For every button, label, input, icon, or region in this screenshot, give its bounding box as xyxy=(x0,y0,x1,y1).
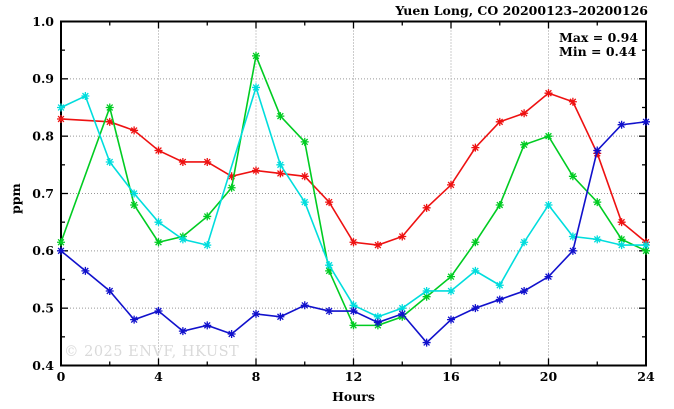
series-markers-cyan xyxy=(57,83,650,321)
y-tick-label: 0.6 xyxy=(32,243,54,258)
x-tick-label: 8 xyxy=(252,369,261,384)
x-axis-label: Hours xyxy=(332,389,375,404)
x-tick-label: 16 xyxy=(442,369,460,384)
min-annotation: Min = 0.44 xyxy=(559,44,637,59)
y-tick-label: 0.8 xyxy=(32,128,54,143)
x-tick-label: 4 xyxy=(154,369,163,384)
max-annotation: Max = 0.94 xyxy=(559,30,639,45)
y-tick-label: 0.7 xyxy=(32,186,54,201)
chart-title: Yuen Long, CO 20200123–20200126 xyxy=(395,3,648,18)
series-line-cyan xyxy=(60,84,646,318)
x-tick-label: 0 xyxy=(57,369,66,384)
x-tick-label: 24 xyxy=(637,369,655,384)
y-tick-label: 0.9 xyxy=(32,71,54,86)
series-line-red xyxy=(60,92,647,246)
plot-frame xyxy=(60,20,647,367)
x-tick-label: 12 xyxy=(345,369,362,384)
y-axis-label: ppm xyxy=(8,183,23,214)
series-markers-blue xyxy=(57,117,650,347)
watermark: © 2025 ENVF, HKUST xyxy=(64,344,240,360)
x-tick-label: 20 xyxy=(540,369,558,384)
y-tick-label: 0.4 xyxy=(32,358,54,373)
y-tick-label: 0.5 xyxy=(32,300,54,315)
y-tick-label: 1.0 xyxy=(32,14,54,29)
